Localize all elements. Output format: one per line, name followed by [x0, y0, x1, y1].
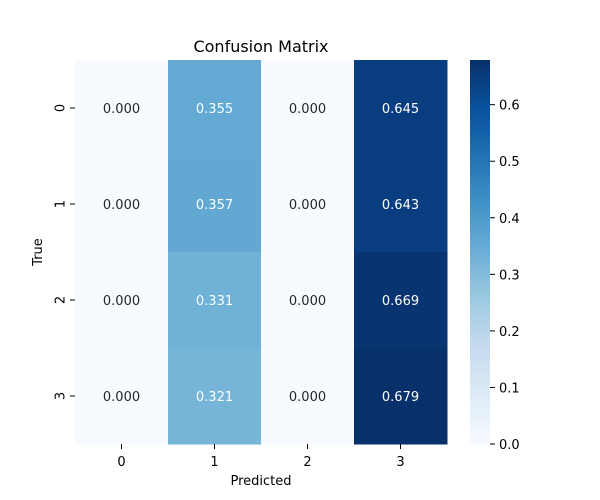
colorbar-ticks: 0.0 0.1 0.2 0.3 0.4 0.5 0.6	[490, 99, 520, 453]
heatmap-cell	[75, 60, 169, 157]
cell-value-label: 0.679	[382, 390, 419, 405]
cell-value-label: 0.357	[196, 198, 233, 213]
y-axis-label: True	[31, 238, 46, 267]
heatmap-cell	[354, 156, 448, 253]
y-axis: 0 1 2 3	[54, 104, 75, 400]
cell-value-label: 0.000	[289, 102, 326, 117]
heatmap-cell	[75, 348, 169, 445]
cell-value-label: 0.321	[196, 390, 233, 405]
cell-value-label: 0.000	[103, 102, 140, 117]
heatmap-cell	[168, 348, 262, 445]
heatmap-cell	[261, 156, 355, 253]
y-tick-label: 1	[54, 200, 69, 208]
heatmap-cells	[75, 60, 448, 445]
cell-value-label: 0.331	[196, 294, 233, 309]
colorbar-tick-label: 0.4	[499, 212, 520, 227]
heatmap-cell	[261, 60, 355, 157]
heatmap-cell	[261, 252, 355, 349]
cell-value-label: 0.355	[196, 102, 233, 117]
cell-value-label: 0.000	[289, 294, 326, 309]
x-tick-label: 1	[210, 455, 218, 470]
x-tick-label: 0	[117, 455, 125, 470]
cell-value-label: 0.000	[289, 390, 326, 405]
chart-title: Confusion Matrix	[193, 37, 328, 56]
colorbar	[470, 60, 490, 444]
y-tick-label: 3	[54, 392, 69, 400]
colorbar-tick-label: 0.5	[499, 155, 520, 170]
cell-value-label: 0.000	[103, 198, 140, 213]
heatmap-cell	[354, 348, 448, 445]
heatmap-cell	[261, 348, 355, 445]
cell-value-label: 0.669	[382, 294, 419, 309]
cell-value-label: 0.645	[382, 102, 419, 117]
x-tick-label: 3	[396, 455, 404, 470]
heatmap-cell	[354, 252, 448, 349]
heatmap-cell	[75, 252, 169, 349]
heatmap-cell	[168, 252, 262, 349]
x-tick-label: 2	[303, 455, 311, 470]
cell-value-label: 0.000	[289, 198, 326, 213]
colorbar-tick-label: 0.2	[499, 325, 520, 340]
cell-value-label: 0.000	[103, 390, 140, 405]
heatmap-cell	[168, 156, 262, 253]
x-axis-label: Predicted	[230, 474, 291, 489]
y-tick-label: 0	[54, 104, 69, 112]
cell-value-label: 0.000	[103, 294, 140, 309]
heatmap-cell-labels: 0.000 0.355 0.000 0.645 0.000 0.357 0.000 0.643…	[103, 102, 419, 405]
colorbar-tick-label: 0.6	[499, 99, 520, 114]
cell-value-label: 0.643	[382, 198, 419, 213]
colorbar-tick-label: 0.3	[499, 268, 520, 283]
heatmap-cell	[75, 156, 169, 253]
x-axis: 0 1 2 3	[117, 444, 405, 470]
colorbar-tick-label: 0.1	[499, 381, 520, 396]
colorbar-tick-label: 0.0	[499, 438, 520, 453]
heatmap-cell	[354, 60, 448, 157]
heatmap-cell	[168, 60, 262, 157]
y-tick-label: 2	[54, 296, 69, 304]
